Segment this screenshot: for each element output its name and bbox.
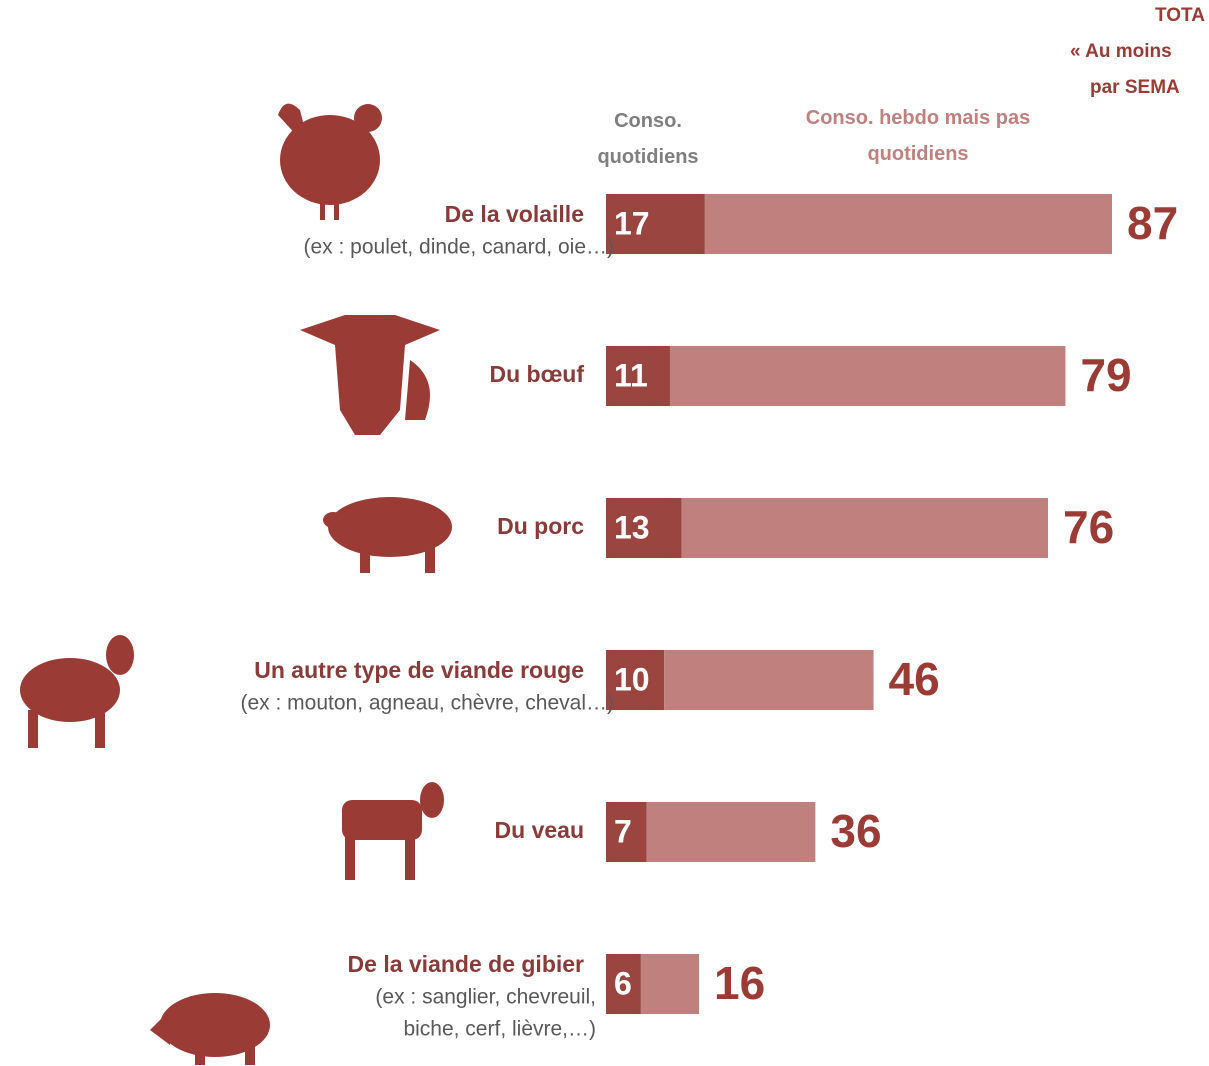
bar-segment [670, 346, 1065, 406]
header-text: par SEMA [1090, 77, 1180, 98]
legend-label: Conso. hebdo mais pas quotidiens [778, 100, 1058, 172]
value-label: 6 [614, 965, 632, 1001]
value-label: 11 [614, 357, 648, 393]
value-label: 13 [614, 509, 650, 545]
category-sublabel: (ex : sanglier, chevreuil, [375, 986, 596, 1009]
bar-segment [647, 802, 816, 862]
cow-icon [300, 315, 440, 435]
category-label: Un autre type de viande rouge [254, 657, 584, 683]
bar-segment [682, 498, 1048, 558]
pig-icon [323, 497, 452, 573]
total-label: 87 [1127, 197, 1178, 249]
sheep-icon [20, 635, 134, 748]
bar-segment [705, 194, 1112, 254]
header-text: TOTA [1155, 5, 1205, 26]
category-sublabel: (ex : poulet, dinde, canard, oie…) [303, 236, 614, 259]
category-label: Du porc [497, 513, 584, 539]
total-label: 76 [1063, 501, 1114, 553]
chicken-icon [278, 104, 382, 220]
bar-segment [664, 650, 873, 710]
category-sublabel: (ex : mouton, agneau, chèvre, cheval…) [240, 692, 614, 715]
legend-label: Conso. quotidiens [578, 103, 718, 175]
category-sublabel: biche, cerf, lièvre,…) [403, 1018, 596, 1041]
bar-segment [641, 954, 699, 1014]
page: TOTA « Au moins par SEMA 17 87 De la volaille… [0, 0, 1209, 1066]
category-label: De la volaille [445, 201, 584, 227]
calf-icon [342, 782, 444, 880]
total-label: 36 [830, 805, 881, 857]
total-label: 79 [1080, 349, 1131, 401]
total-label: 16 [714, 957, 765, 1009]
header-text: « Au moins [1070, 41, 1172, 62]
boar-icon [150, 993, 270, 1065]
category-label: Du veau [495, 817, 584, 843]
total-label: 46 [889, 653, 940, 705]
category-label: Du bœuf [489, 361, 584, 387]
category-label: De la viande de gibier [348, 951, 585, 977]
value-label: 7 [614, 813, 632, 849]
value-label: 17 [614, 205, 650, 241]
value-label: 10 [614, 661, 650, 697]
